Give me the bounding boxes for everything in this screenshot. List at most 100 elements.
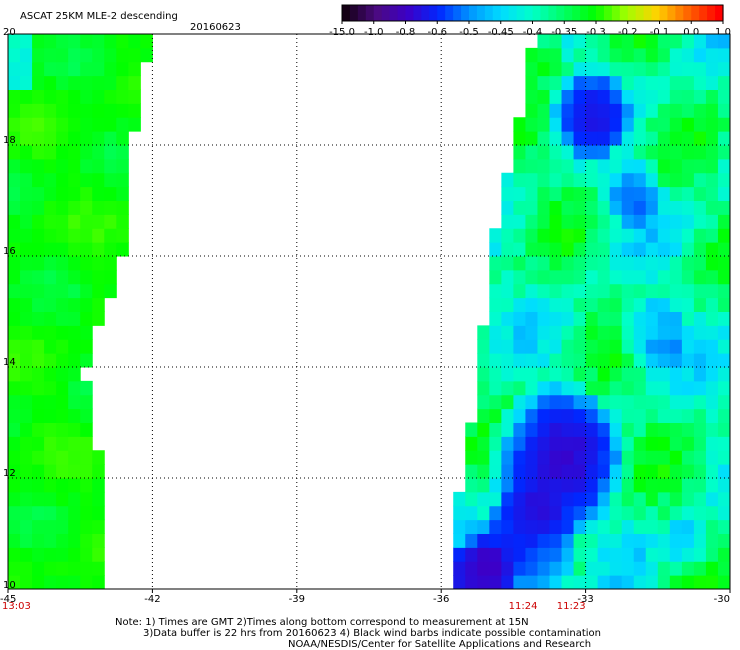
colorbar-label: 0.0 (683, 27, 699, 38)
heatmap-cell (573, 547, 587, 562)
heatmap-cell (645, 394, 659, 410)
heatmap-cell (645, 200, 659, 215)
heatmap-cell (669, 186, 683, 201)
heatmap-cell (705, 353, 719, 368)
colorbar-segment (381, 5, 391, 21)
heatmap-cell (20, 575, 33, 590)
heatmap-cell (116, 228, 129, 243)
heatmap-cell (92, 61, 105, 77)
heatmap-cell (705, 464, 719, 479)
heatmap-cell (80, 47, 93, 63)
heatmap-cell (549, 103, 563, 118)
heatmap-cell (573, 408, 587, 423)
heatmap-cell (32, 228, 45, 243)
heatmap-cell (693, 228, 707, 243)
heatmap-cell (681, 214, 695, 229)
heatmap-cell (633, 325, 647, 340)
heatmap-cell (561, 380, 575, 396)
heatmap-cell (501, 464, 514, 479)
heatmap-cell (80, 325, 93, 340)
heatmap-cell (56, 269, 69, 285)
heatmap-cell (633, 436, 647, 451)
heatmap-cell (525, 297, 538, 312)
heatmap-cell (717, 228, 731, 243)
heatmap-cell (621, 89, 635, 104)
heatmap-cell (669, 325, 683, 340)
heatmap-cell (669, 47, 683, 63)
heatmap-cell (657, 450, 671, 465)
heatmap-cell (80, 380, 93, 396)
heatmap-cell (501, 380, 514, 396)
heatmap-cell (537, 478, 550, 493)
heatmap-cell (32, 256, 45, 271)
heatmap-cell (597, 89, 611, 104)
heatmap-cell (525, 103, 538, 118)
heatmap-cell (501, 242, 514, 257)
heatmap-cell (717, 172, 731, 188)
heatmap-cell (525, 131, 538, 146)
heatmap-cell (549, 561, 563, 576)
heatmap-cell (501, 297, 514, 312)
heatmap-cell (561, 297, 575, 312)
heatmap-cell (68, 75, 81, 90)
heatmap-cell (693, 561, 707, 576)
heatmap-cell (32, 117, 45, 132)
heatmap-cell (116, 47, 129, 63)
heatmap-cell (657, 380, 671, 396)
heatmap-cell (525, 200, 538, 215)
heatmap-cell (68, 367, 81, 382)
heatmap-cell (621, 61, 635, 77)
colorbar-segment (357, 5, 367, 21)
heatmap-cell (92, 561, 105, 576)
heatmap-cell (549, 394, 563, 410)
heatmap-cell (573, 214, 587, 229)
heatmap-cell (573, 89, 587, 104)
heatmap-cell (513, 464, 526, 479)
heatmap-cell (657, 89, 671, 104)
heatmap-cell (32, 89, 45, 104)
heatmap-cell (549, 533, 563, 548)
heatmap-cell (621, 269, 635, 285)
heatmap-cell (477, 519, 490, 534)
heatmap-cell (633, 103, 647, 118)
heatmap-cell (609, 436, 623, 451)
heatmap-cell (609, 269, 623, 285)
heatmap-cell (573, 325, 587, 340)
heatmap-cell (44, 311, 57, 326)
heatmap-cell (116, 145, 129, 160)
heatmap-cell (513, 117, 526, 132)
heatmap-cell (549, 256, 563, 271)
heatmap-cell (549, 464, 563, 479)
heatmap-cell (717, 89, 731, 104)
heatmap-cell (513, 131, 526, 146)
heatmap-cell (717, 117, 731, 132)
heatmap-cell (8, 297, 21, 312)
heatmap-cell (645, 297, 659, 312)
heatmap-cell (681, 464, 695, 479)
heatmap-cell (621, 519, 635, 534)
heatmap-cell (44, 75, 57, 90)
x-tick-label: -45 (0, 594, 16, 605)
y-tick-label: 14 (3, 357, 16, 368)
heatmap-cell (633, 256, 647, 271)
heatmap-cell (8, 353, 21, 368)
heatmap-cell (525, 89, 538, 104)
heatmap-cell (597, 311, 611, 326)
heatmap-cell (633, 145, 647, 160)
heatmap-cell (573, 464, 587, 479)
heatmap-cell (549, 339, 563, 354)
heatmap-cell (681, 505, 695, 521)
heatmap-cell (465, 519, 478, 534)
heatmap-cell (92, 533, 105, 548)
heatmap-cell (681, 436, 695, 451)
heatmap-cell (693, 547, 707, 562)
heatmap-cell (597, 561, 611, 576)
heatmap-cell (56, 325, 69, 340)
heatmap-cell (8, 478, 21, 493)
heatmap-cell (693, 478, 707, 493)
heatmap-cell (693, 242, 707, 257)
heatmap-cell (20, 547, 33, 562)
heatmap-cell (68, 394, 81, 410)
heatmap-cell (657, 422, 671, 437)
